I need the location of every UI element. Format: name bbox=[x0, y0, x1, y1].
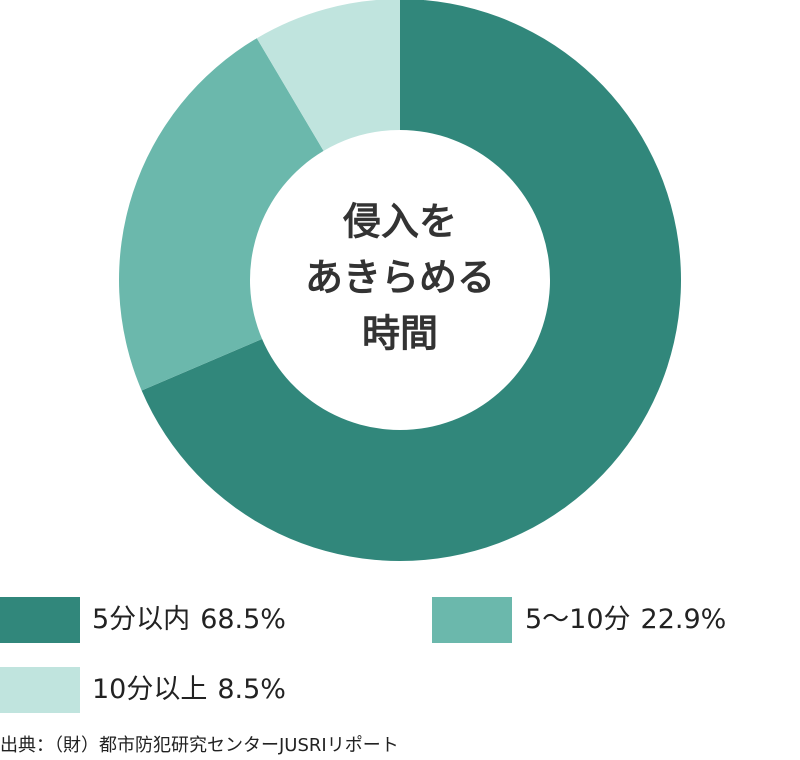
legend-value: 8.5% bbox=[217, 674, 286, 705]
legend-name: 5〜10分 bbox=[525, 604, 631, 635]
donut-slice bbox=[119, 38, 324, 391]
legend-label: 10分以上 8.5% bbox=[92, 674, 286, 705]
legend-name: 5分以内 bbox=[92, 604, 190, 635]
legend-swatch bbox=[0, 667, 80, 713]
legend-value: 22.9% bbox=[641, 604, 727, 635]
legend-swatch bbox=[0, 597, 80, 643]
donut-slice bbox=[141, 0, 681, 561]
source-note: 出典：（財）都市防犯研究センターJUSRIリポート bbox=[0, 735, 399, 756]
legend-value: 68.5% bbox=[200, 604, 286, 635]
donut-slice bbox=[256, 0, 400, 151]
center-label: 侵入を bbox=[342, 200, 457, 244]
legend-name: 10分以上 bbox=[92, 674, 207, 705]
legend-label: 5〜10分 22.9% bbox=[525, 604, 726, 635]
center-label: 時間 bbox=[362, 312, 438, 356]
legend-label: 5分以内 68.5% bbox=[92, 604, 286, 635]
legend-swatch bbox=[432, 597, 512, 643]
center-label: あきらめる bbox=[305, 256, 495, 300]
